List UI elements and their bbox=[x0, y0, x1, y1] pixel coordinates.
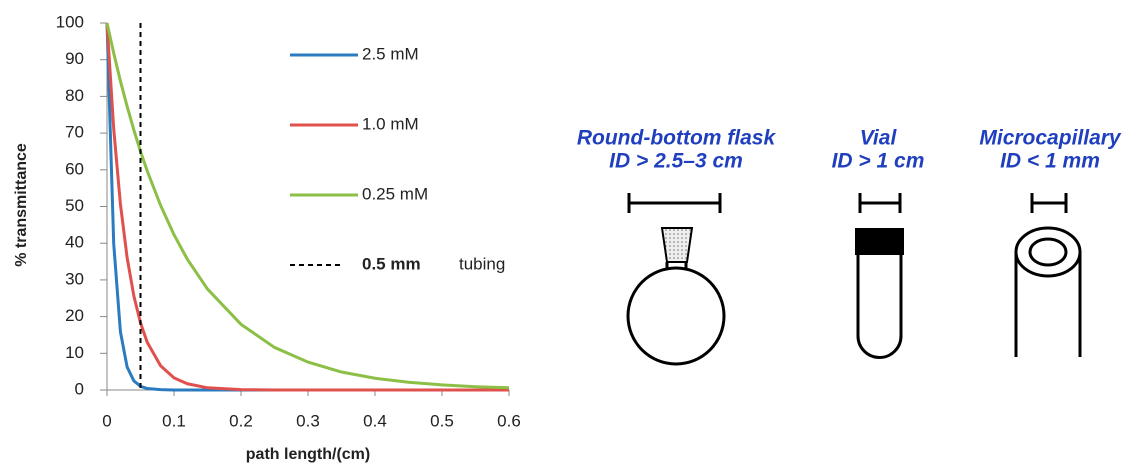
stopper bbox=[662, 228, 692, 262]
capillary-inner bbox=[1030, 239, 1066, 265]
vial-cap bbox=[855, 228, 904, 255]
vessel-id: ID < 1 mm bbox=[1000, 150, 1100, 173]
x-tick-label: 0.1 bbox=[162, 411, 186, 430]
legend-note: tubing bbox=[459, 254, 505, 273]
capillary-outer bbox=[1016, 228, 1080, 276]
vessel-name: Round-bottom flask bbox=[577, 127, 777, 150]
y-tick-label: 100 bbox=[56, 12, 84, 31]
series-line bbox=[107, 23, 509, 390]
width-bracket bbox=[629, 193, 720, 213]
chart: path length/(cm) % transmittance 0 10 20 30… bbox=[13, 12, 521, 463]
x-tick-label: 0.2 bbox=[229, 411, 253, 430]
y-axis-title: % transmittance bbox=[13, 143, 30, 267]
y-tick-label: 20 bbox=[65, 306, 84, 325]
y-tick-label: 60 bbox=[65, 159, 84, 178]
y-tick-label: 10 bbox=[65, 343, 84, 362]
width-bracket bbox=[860, 193, 900, 213]
width-bracket bbox=[1032, 193, 1066, 213]
legend-label: 1.0 mM bbox=[362, 114, 419, 133]
vessel-name: Microcapillary bbox=[979, 127, 1122, 150]
x-tick-label: 0.3 bbox=[296, 411, 320, 430]
figure: path length/(cm) % transmittance 0 10 20 30… bbox=[0, 0, 1144, 465]
y-tick-label: 70 bbox=[65, 123, 84, 142]
vessel-name: Vial bbox=[860, 127, 898, 150]
legend-label: 0.5 mm bbox=[362, 254, 421, 273]
series-line bbox=[107, 23, 509, 390]
vial-body bbox=[858, 255, 901, 358]
y-tick-label: 0 bbox=[75, 379, 84, 398]
flask-bulb bbox=[628, 268, 724, 364]
vessels: Round-bottom flask ID > 2.5–3 cm Vial ID… bbox=[577, 127, 1122, 364]
vessel-id: ID > 2.5–3 cm bbox=[609, 150, 743, 173]
y-tick-label: 90 bbox=[65, 49, 84, 68]
x-axis-title: path length/(cm) bbox=[246, 446, 370, 463]
x-tick-label: 0 bbox=[102, 411, 111, 430]
legend-label: 0.25 mM bbox=[362, 184, 428, 203]
y-tick-label: 50 bbox=[65, 196, 84, 215]
y-tick-label: 30 bbox=[65, 269, 84, 288]
y-tick-label: 80 bbox=[65, 86, 84, 105]
series-line bbox=[107, 23, 509, 388]
y-tick-label: 40 bbox=[65, 233, 84, 252]
legend-label: 2.5 mM bbox=[362, 44, 419, 63]
x-tick-label: 0.5 bbox=[430, 411, 454, 430]
vessel-id: ID > 1 cm bbox=[832, 150, 925, 173]
x-tick-label: 0.4 bbox=[363, 411, 387, 430]
x-tick-label: 0.6 bbox=[497, 411, 521, 430]
